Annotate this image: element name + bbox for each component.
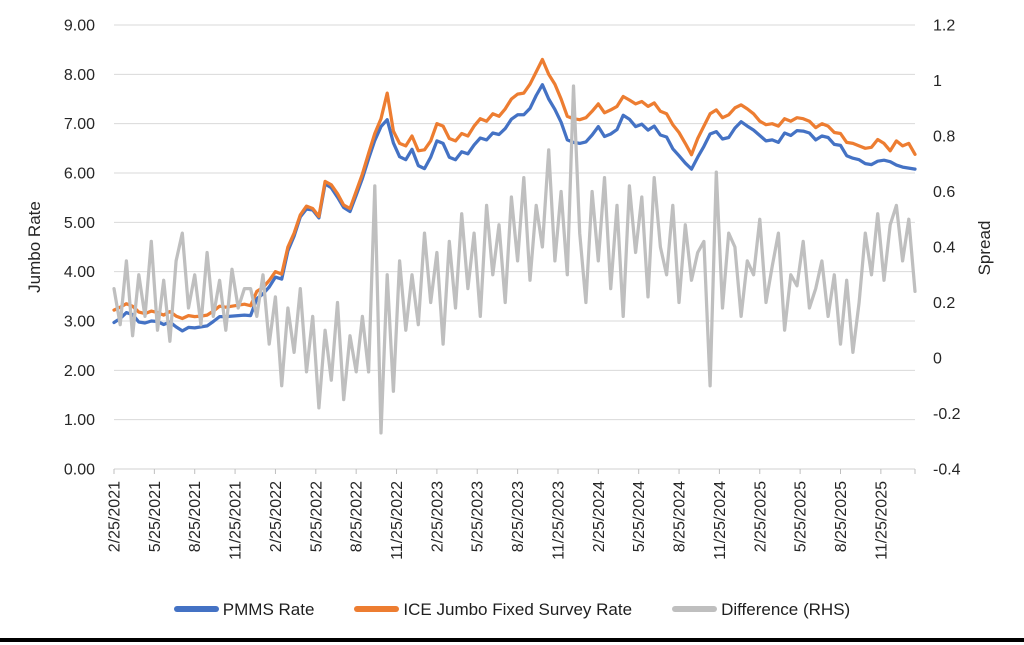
difference-line <box>112 84 917 435</box>
legend-item-ice-jumbo: ICE Jumbo Fixed Survey Rate <box>354 601 632 618</box>
legend-label-difference: Difference (RHS) <box>721 599 851 619</box>
y-left-tick-label: 8.00 <box>64 67 95 84</box>
y-right-tick-label: 0.4 <box>933 240 955 257</box>
x-tick-label: 2/25/2022 <box>268 481 285 552</box>
y-left-tick-label: 9.00 <box>64 18 95 35</box>
x-tick-label: 2/25/2024 <box>591 481 608 552</box>
y-left-tick-label: 3.00 <box>64 314 95 331</box>
y-right-tick-label: 0.6 <box>933 184 955 201</box>
y-left-tick-label: 2.00 <box>64 363 95 380</box>
left-axis-title: Jumbo Rate <box>25 201 44 293</box>
y-left-tick-label: 4.00 <box>64 264 95 281</box>
legend-label-ice-jumbo: ICE Jumbo Fixed Survey Rate <box>403 599 633 619</box>
x-tick-label: 11/25/2023 <box>550 481 567 560</box>
pmms-line-swatch-icon <box>173 606 219 612</box>
x-tick-label: 11/25/2024 <box>712 481 729 560</box>
y-right-tick-label: 0.2 <box>933 295 955 312</box>
x-tick-label: 2/25/2023 <box>429 481 446 552</box>
x-tick-label: 11/25/2025 <box>873 481 890 560</box>
legend-item-difference: Difference (RHS) <box>672 601 850 618</box>
y-right-tick-label: 1.2 <box>933 18 955 35</box>
ice-jumbo-line-swatch-icon <box>354 606 400 612</box>
y-left-tick-label: 1.00 <box>64 412 95 429</box>
x-tick-label: 5/25/2025 <box>793 481 810 552</box>
x-tick-label: 11/25/2022 <box>389 481 406 560</box>
ice-jumbo-line <box>112 57 917 321</box>
legend-label-pmms: PMMS Rate <box>222 599 315 619</box>
x-tick-label: 5/25/2021 <box>147 481 164 552</box>
right-axis-title: Spread <box>975 221 994 276</box>
x-tick-label: 8/25/2023 <box>510 481 527 552</box>
y-right-tick-label: 1 <box>933 73 942 90</box>
x-tick-label: 8/25/2021 <box>187 481 204 552</box>
x-tick-label: 2/25/2025 <box>752 481 769 552</box>
y-right-tick-label: 0 <box>933 351 942 368</box>
x-tick-label: 11/25/2021 <box>228 481 245 560</box>
y-left-tick-label: 7.00 <box>64 116 95 133</box>
y-right-tick-label: -0.4 <box>933 462 961 479</box>
x-tick-label: 8/25/2025 <box>833 481 850 552</box>
y-left-tick-label: 0.00 <box>64 462 95 479</box>
x-tick-label: 5/25/2024 <box>631 481 648 552</box>
x-tick-label: 5/25/2022 <box>308 481 325 552</box>
y-right-tick-label: -0.2 <box>933 406 961 423</box>
x-tick-label: 2/25/2021 <box>107 481 124 552</box>
chart-legend: PMMS Rate ICE Jumbo Fixed Survey Rate Di… <box>0 594 1024 624</box>
legend-item-pmms: PMMS Rate <box>173 599 315 619</box>
y-left-tick-label: 6.00 <box>64 166 95 183</box>
difference-line-swatch-icon <box>672 606 718 612</box>
x-tick-label: 8/25/2024 <box>672 481 689 552</box>
y-left-tick-label: 5.00 <box>64 215 95 232</box>
bottom-divider <box>0 638 1024 642</box>
pmms-line <box>112 83 917 333</box>
y-right-tick-label: 0.8 <box>933 129 955 146</box>
x-tick-label: 5/25/2023 <box>470 481 487 552</box>
x-tick-label: 8/25/2022 <box>349 481 366 552</box>
